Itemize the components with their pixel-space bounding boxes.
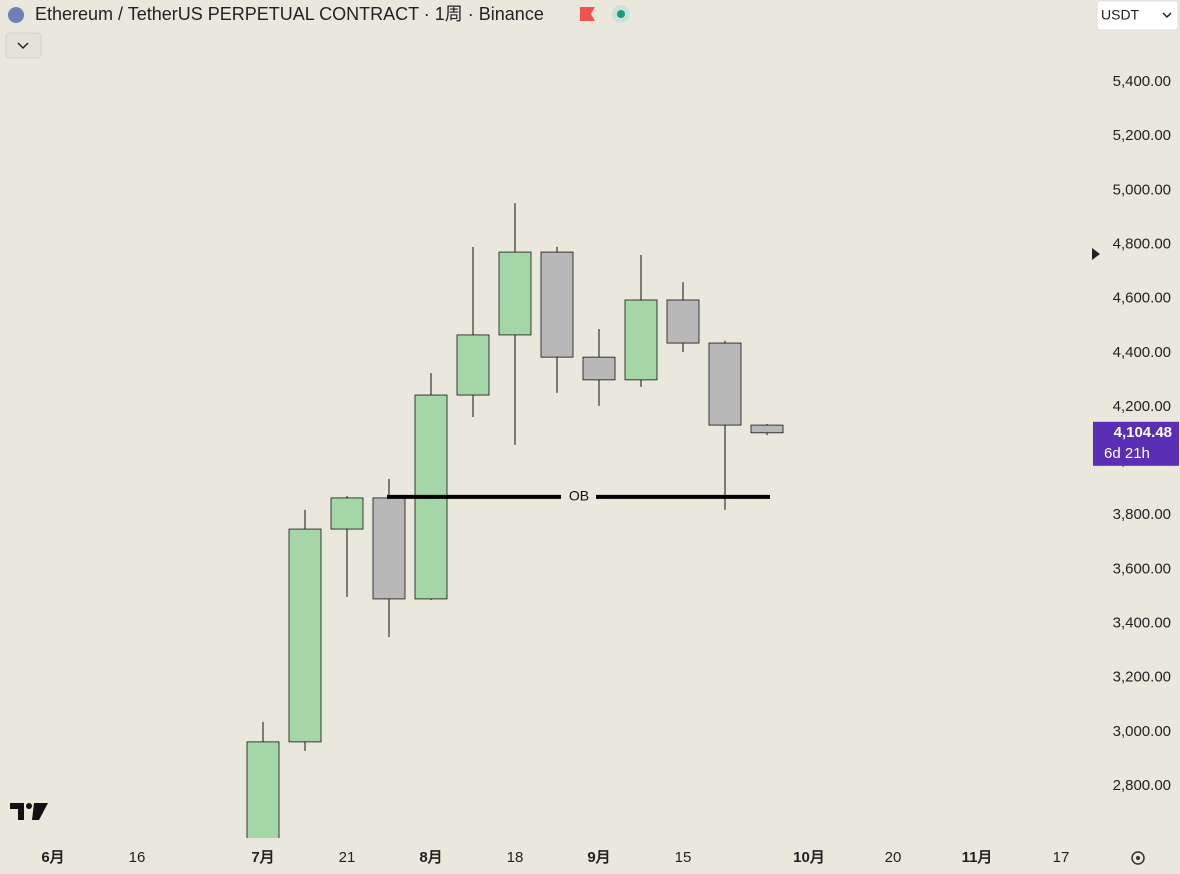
settings-icon[interactable] [1131,851,1145,865]
y-tick-label: 3,000.00 [1113,723,1171,740]
price-tag [1093,421,1179,466]
candle-body [456,334,490,396]
collapse-button[interactable] [5,32,42,59]
candle-body [750,424,784,434]
logo-part [10,803,24,820]
ob-label: OB [569,488,589,504]
y-tick-label: 3,800.00 [1113,506,1171,523]
x-tick-label: 6月 [41,849,64,866]
chart-title: Ethereum / TetherUS PERPETUAL CONTRACT ·… [35,4,544,24]
y-tick-label: 5,000.00 [1113,181,1171,198]
candle-body [288,528,322,743]
x-tick-label: 15 [675,849,692,866]
x-tick-label: 18 [507,849,524,866]
x-tick-label: 21 [339,849,356,866]
x-tick-label: 10月 [793,849,825,866]
x-tick-label: 9月 [587,849,610,866]
status-dot [617,10,625,18]
y-tick-label: 4,600.00 [1113,290,1171,307]
x-tick-label: 7月 [251,849,274,866]
chevron [17,42,29,50]
logo-part [32,803,48,820]
y-tick-label: 4,800.00 [1113,235,1171,252]
select-arrow [1162,12,1172,19]
x-tick-label: 20 [885,849,902,866]
x-tick-label: 8月 [419,849,442,866]
price-tag-label: 4,104.48 [1114,424,1172,441]
candle-body [498,251,532,336]
y-tick-label: 5,400.00 [1113,73,1171,90]
candle-body [540,251,574,358]
candle-body [246,741,280,838]
flag-icon [580,7,595,21]
candle-body [708,342,742,426]
candle-body [624,299,658,381]
marker [1092,248,1100,260]
plot-area [246,203,784,838]
y-tick-label: 4,400.00 [1113,344,1171,361]
y-tick-label: 3,400.00 [1113,615,1171,632]
candle-body [582,356,616,381]
candle-body [666,299,700,344]
currency-select[interactable] [1096,0,1179,31]
y-tick-label: 4,200.00 [1113,398,1171,415]
x-tick-label: 17 [1053,849,1070,866]
y-tick-label: 2,800.00 [1113,777,1171,794]
x-tick-label: 16 [129,849,146,866]
tv-logo [10,803,48,820]
countdown: 6d 21h [1104,445,1150,462]
candle-body [330,497,364,530]
x-tick-label: 11月 [962,849,993,866]
coin-icon [8,7,24,23]
settings-dot [1136,856,1140,860]
y-tick-label: 5,200.00 [1113,127,1171,144]
y-tick-label: 3,600.00 [1113,560,1171,577]
logo-part [26,803,32,809]
currency-label: USDT [1101,7,1140,23]
candle-body [372,497,406,600]
y-tick-label: 3,200.00 [1113,669,1171,686]
